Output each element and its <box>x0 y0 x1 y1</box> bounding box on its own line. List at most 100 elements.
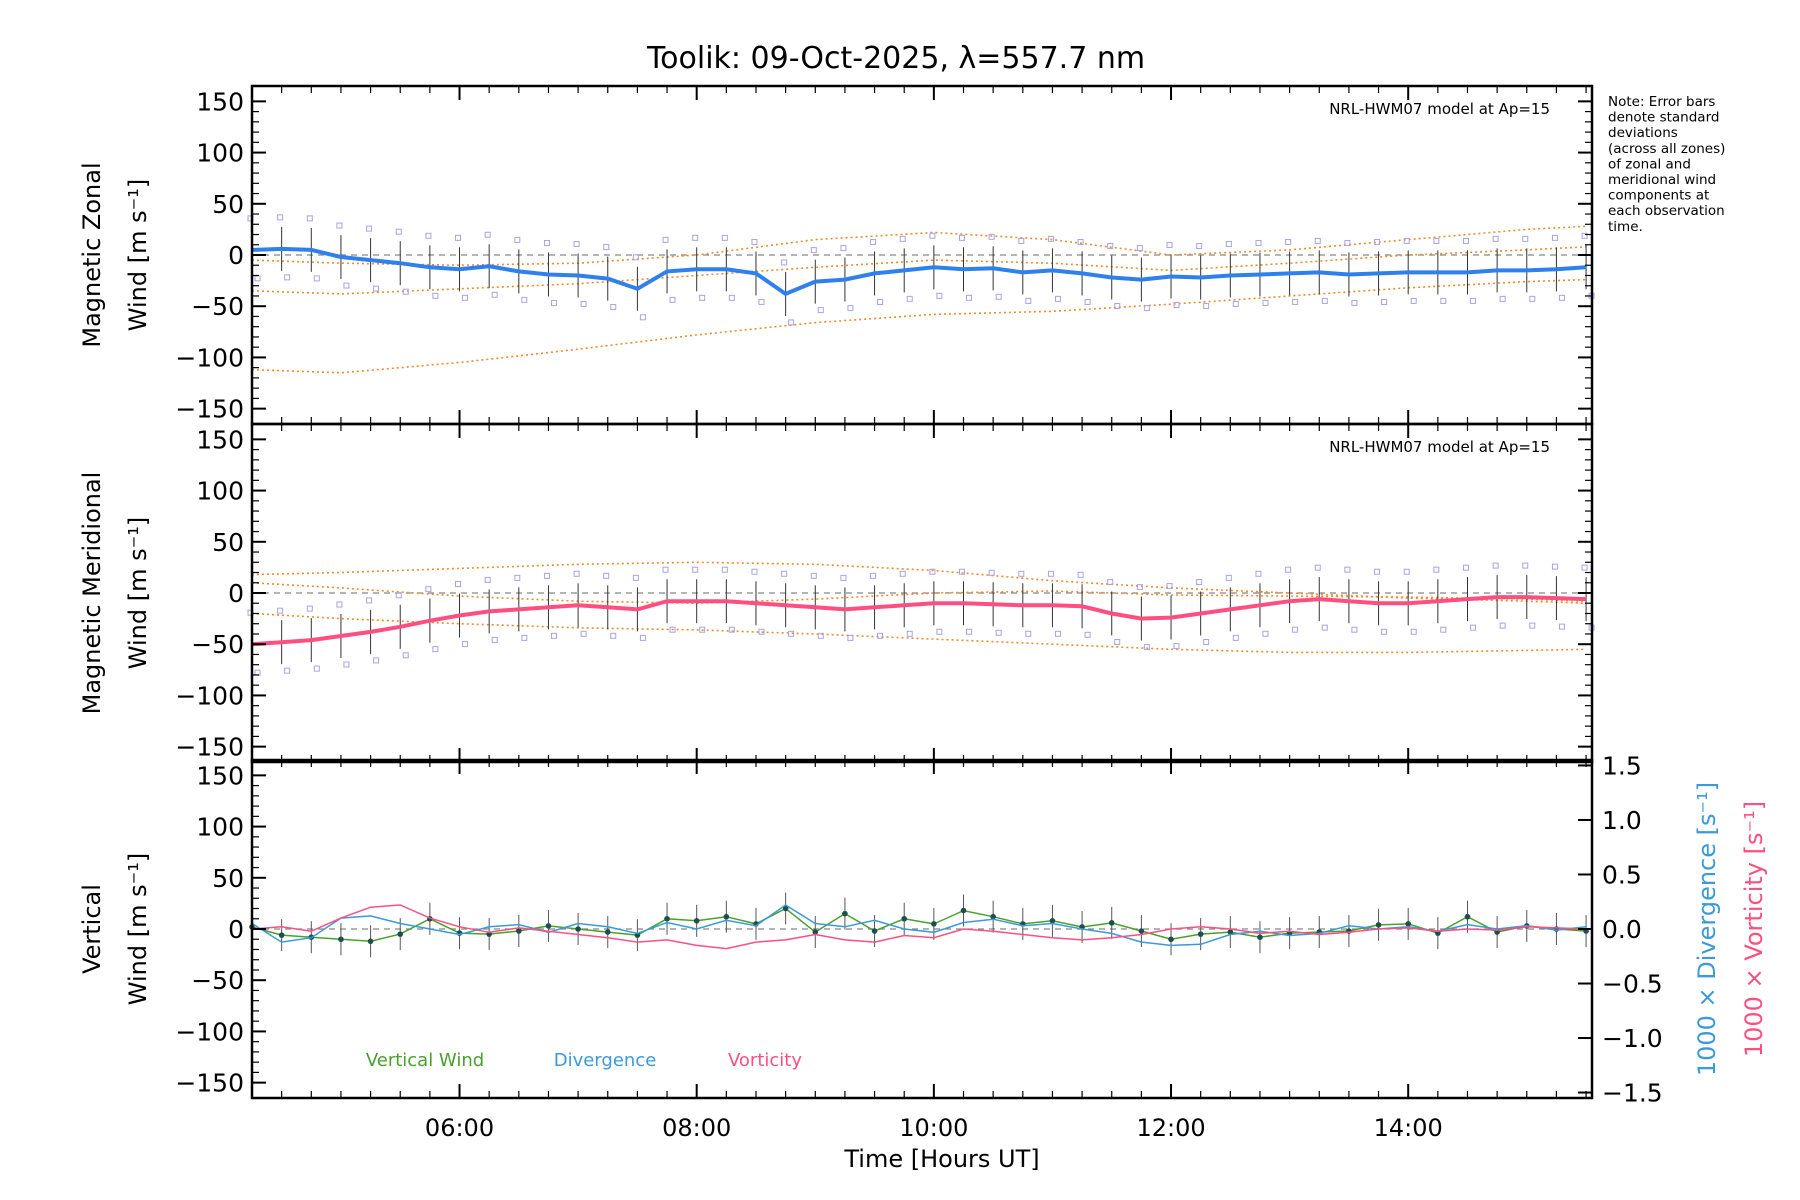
zone-point <box>1462 564 1469 571</box>
zone-point <box>781 570 788 577</box>
zone-point <box>1166 583 1173 590</box>
vertical-wind-point <box>1553 926 1560 932</box>
zone-point <box>988 569 995 576</box>
zone-point <box>1232 300 1239 307</box>
y2-tick-label: 1.5 <box>1602 751 1642 780</box>
zone-point <box>306 605 313 612</box>
vertical-wind-point <box>604 929 611 935</box>
panels: NRL-HWM07 model at Ap=15 150 100 50 0 −50 −100… <box>78 84 1768 1142</box>
zone-point <box>1077 571 1084 578</box>
zone-point <box>758 298 765 305</box>
zone-point <box>669 296 676 303</box>
zone-point <box>1047 570 1054 577</box>
zone-point <box>462 641 469 648</box>
zone-point <box>870 572 877 579</box>
zone-point <box>936 292 943 299</box>
zone-point <box>1018 237 1025 244</box>
zone-point <box>1285 238 1292 245</box>
zone-point <box>514 574 521 581</box>
x-axis-label: Time [Hours UT] <box>843 1145 1039 1173</box>
vertical-wind-point <box>397 931 404 937</box>
zone-point <box>877 632 884 639</box>
zone-point <box>1351 299 1358 306</box>
zone-point <box>1292 298 1299 305</box>
zone-point <box>1107 578 1114 585</box>
x-tick-label: 06:00 <box>425 1114 494 1142</box>
zone-point <box>662 566 669 573</box>
zone-point <box>721 234 728 241</box>
zone-point <box>877 298 884 305</box>
zone-point <box>1314 564 1321 571</box>
panel-meridional: NRL-HWM07 model at Ap=15 150 100 50 0 −50 −100… <box>78 422 1595 764</box>
vertical-wind-point <box>723 913 730 920</box>
zone-point <box>1469 297 1476 304</box>
zone-point <box>840 574 847 581</box>
zone-point <box>402 288 409 295</box>
zone-point <box>1558 294 1565 301</box>
note-line: of zonal and <box>1608 156 1691 172</box>
zone-point <box>402 652 409 659</box>
zone-point <box>1529 295 1536 302</box>
zone-point <box>306 215 313 222</box>
zone-point <box>847 634 854 641</box>
y-tick-label: −50 <box>191 292 244 321</box>
zone-point <box>425 586 432 593</box>
zone-point <box>1551 234 1558 241</box>
y-tick-label: 50 <box>212 190 244 219</box>
y-tick-label: −100 <box>175 343 244 372</box>
vertical-wind-point <box>1197 931 1204 937</box>
zone-point <box>455 234 462 241</box>
zone-point <box>1381 298 1388 305</box>
zone-point <box>959 568 966 575</box>
zone-point <box>1173 643 1180 650</box>
x-tick-label: 08:00 <box>662 1114 731 1142</box>
zone-point <box>1018 570 1025 577</box>
zone-point <box>1225 240 1232 247</box>
zone-point <box>1374 238 1381 245</box>
zone-point <box>1143 305 1150 312</box>
zone-point <box>692 234 699 241</box>
zone-point <box>1492 235 1499 242</box>
zone-point <box>788 319 795 326</box>
vertical-wind-point <box>812 929 819 935</box>
zone-point <box>484 576 491 583</box>
zone-point <box>1581 564 1588 571</box>
zone-point <box>669 626 676 633</box>
zone-point <box>810 572 817 579</box>
zone-point <box>1469 624 1476 631</box>
zone-point <box>313 275 320 282</box>
zone-point <box>1136 584 1143 591</box>
zone-point <box>1440 297 1447 304</box>
zone-point <box>1522 235 1529 242</box>
zone-point <box>1551 563 1558 570</box>
zone-point <box>1522 562 1529 569</box>
vertical-wind-point <box>1405 921 1411 927</box>
y-tick-label: 150 <box>196 425 244 454</box>
zone-point <box>343 282 350 289</box>
zone-point <box>899 570 906 577</box>
chart-title: Toolik: 09-Oct-2025, λ=557.7 nm <box>646 41 1145 76</box>
zone-point <box>366 597 373 604</box>
zone-point <box>929 568 936 575</box>
x-tick-label: 10:00 <box>899 1114 968 1142</box>
y-tick-label: −50 <box>191 966 244 995</box>
zone-point <box>810 247 817 254</box>
vertical-wind-point <box>842 910 848 917</box>
zone-point <box>1321 297 1328 304</box>
zone-point <box>432 292 439 299</box>
zone-point <box>995 293 1002 300</box>
zone-point <box>1344 239 1351 246</box>
zone-point <box>277 214 284 221</box>
zone-point <box>1351 626 1358 633</box>
y2-tick-label: −1.0 <box>1602 1024 1663 1053</box>
y-tick-label: 0 <box>228 579 244 608</box>
model-curve-2 <box>251 612 1587 654</box>
zone-point <box>966 628 973 635</box>
zone-point <box>1196 243 1203 250</box>
zone-point <box>699 626 706 633</box>
zone-point <box>1440 626 1447 633</box>
zone-point <box>373 285 380 292</box>
y-tick-label: 150 <box>196 761 244 790</box>
zone-point <box>1084 298 1091 305</box>
